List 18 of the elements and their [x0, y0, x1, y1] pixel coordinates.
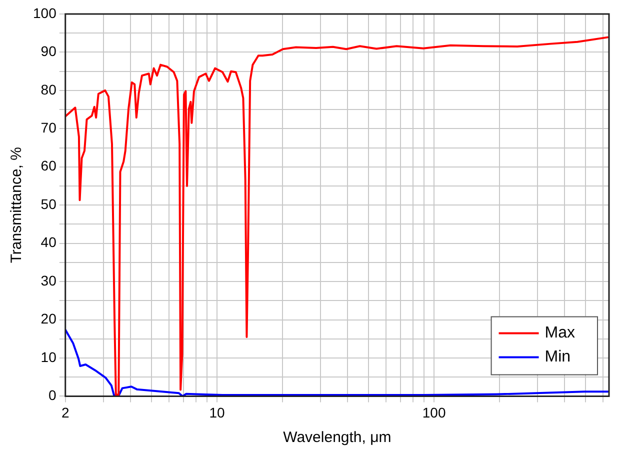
y-tick-label: 70 — [40, 120, 57, 136]
y-tick-label: 80 — [40, 81, 57, 98]
y-tick-label: 20 — [40, 310, 57, 327]
y-tick-label: 60 — [40, 158, 57, 174]
y-tick-label: 0 — [48, 387, 57, 404]
x-tick-label: 100 — [422, 404, 446, 420]
x-tick-label: 10 — [209, 404, 226, 420]
y-tick-label: 30 — [40, 272, 57, 288]
y-axis-title: Transmittance, % — [8, 147, 26, 264]
legend-label: Min — [544, 348, 571, 366]
x-tick-label: 2 — [61, 404, 70, 420]
x-axis-title: Wavelength, μm — [283, 429, 392, 446]
y-tick-label: 10 — [40, 348, 57, 365]
y-tick-label: 100 — [33, 4, 57, 21]
legend-label: Max — [544, 324, 576, 342]
y-tick-label: 50 — [40, 196, 57, 212]
y-tick-label: 90 — [40, 43, 57, 60]
y-tick-label: 40 — [40, 234, 57, 250]
